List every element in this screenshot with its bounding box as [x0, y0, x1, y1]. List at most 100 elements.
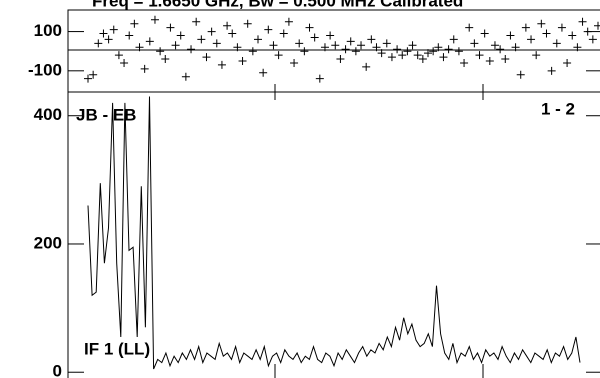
point — [300, 47, 309, 56]
point — [516, 70, 525, 79]
point — [310, 33, 319, 42]
point — [181, 72, 190, 81]
chart-title: Freq = 1.6650 GHz, Bw = 0.500 MHz Calibr… — [92, 0, 463, 10]
if-label: IF 1 (LL) — [84, 339, 150, 358]
point — [130, 19, 139, 28]
point — [109, 25, 118, 34]
point — [243, 19, 252, 28]
point — [351, 47, 360, 56]
point — [197, 35, 206, 44]
point — [212, 39, 221, 48]
point — [187, 45, 196, 54]
point — [527, 35, 536, 44]
point — [84, 74, 92, 83]
point — [207, 27, 216, 36]
point — [362, 62, 371, 71]
y-tick-label: 400 — [34, 105, 62, 124]
point — [202, 53, 211, 62]
point — [377, 49, 386, 58]
y-tick-label: 0 — [53, 362, 62, 378]
point — [382, 39, 391, 48]
point — [444, 45, 453, 54]
point — [490, 41, 499, 50]
point — [413, 51, 422, 60]
point — [94, 39, 103, 48]
point — [424, 49, 432, 58]
point — [583, 27, 592, 36]
point — [120, 58, 129, 67]
point — [506, 31, 515, 40]
point — [588, 35, 597, 44]
point — [568, 31, 577, 40]
point — [393, 45, 402, 54]
point — [248, 47, 257, 56]
point — [485, 57, 494, 66]
point — [521, 23, 530, 32]
point — [156, 47, 165, 56]
point — [460, 58, 469, 67]
point — [480, 29, 489, 38]
point — [274, 51, 283, 60]
point — [223, 21, 232, 30]
point — [176, 31, 185, 40]
point — [295, 39, 304, 48]
point — [475, 51, 484, 60]
point — [217, 60, 226, 69]
point — [331, 41, 340, 50]
baseline-label: JB - EB — [76, 105, 136, 124]
bottom-panel-frame — [67, 91, 600, 378]
point — [269, 41, 278, 50]
point — [264, 25, 273, 34]
point — [594, 21, 600, 30]
point — [578, 17, 587, 26]
point — [259, 68, 268, 77]
point — [496, 45, 505, 54]
point — [346, 37, 355, 46]
point — [135, 43, 144, 52]
point — [563, 58, 572, 67]
point — [408, 41, 417, 50]
point — [547, 66, 556, 75]
point — [145, 37, 154, 46]
point — [89, 70, 98, 79]
top-panel-frame — [67, 9, 600, 93]
point — [434, 43, 443, 52]
point — [305, 23, 314, 32]
point — [429, 47, 438, 56]
point — [284, 17, 293, 26]
pol-label: 1 - 2 — [541, 99, 575, 118]
y-tick-label: 100 — [34, 21, 62, 40]
y-tick-label: -100 — [28, 60, 62, 79]
point — [279, 29, 288, 38]
point — [465, 23, 474, 32]
point — [114, 51, 123, 60]
point — [501, 55, 510, 64]
point — [150, 15, 159, 24]
point — [552, 39, 561, 48]
point — [542, 29, 551, 38]
line — [87, 96, 581, 370]
point — [557, 23, 566, 32]
point — [315, 74, 324, 83]
point — [140, 64, 149, 73]
point — [449, 35, 458, 44]
point — [454, 47, 463, 56]
point — [161, 55, 170, 64]
y-tick-label: 200 — [34, 233, 62, 252]
point — [336, 55, 345, 64]
point — [511, 43, 520, 52]
point — [104, 35, 113, 44]
point — [238, 57, 247, 66]
point — [320, 43, 329, 52]
point — [171, 41, 180, 50]
point — [367, 35, 376, 44]
point — [326, 31, 335, 40]
point — [398, 51, 407, 60]
point — [537, 19, 546, 28]
point — [290, 58, 299, 67]
point — [532, 51, 541, 60]
point — [573, 43, 582, 52]
point — [387, 53, 396, 62]
point — [233, 43, 242, 52]
